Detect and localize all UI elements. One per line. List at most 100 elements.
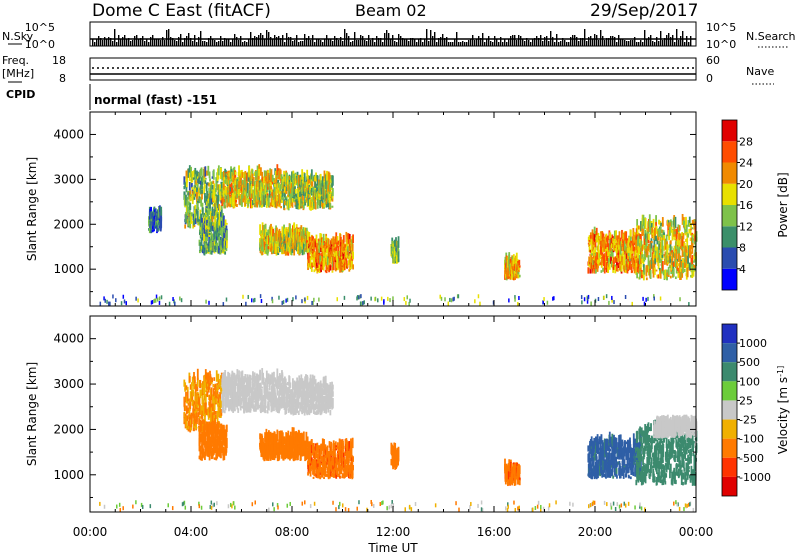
data-cell <box>211 185 214 190</box>
data-cell <box>197 393 200 396</box>
nsky-bar <box>572 35 574 46</box>
data-cell <box>193 371 195 380</box>
data-cell <box>293 222 296 234</box>
data-cell <box>196 199 199 210</box>
data-cell <box>201 410 204 420</box>
data-cell <box>268 183 271 192</box>
data-cell <box>312 187 315 190</box>
data-cell <box>218 214 221 221</box>
nsky-bar <box>190 38 192 46</box>
nsky-bar <box>610 36 612 46</box>
data-cell <box>287 227 290 238</box>
colorbar-tick-label: 4 <box>739 263 746 276</box>
nsky-bar <box>344 29 346 46</box>
data-cell <box>228 172 231 177</box>
data-cell <box>309 257 312 270</box>
data-cell <box>660 222 663 226</box>
ground-scatter-cell <box>180 298 183 303</box>
data-cell <box>687 233 689 238</box>
nsky-bar <box>438 38 440 46</box>
data-cell <box>277 379 280 386</box>
data-cell <box>276 164 279 176</box>
data-cell <box>282 197 285 200</box>
data-cell <box>323 190 326 196</box>
data-cell <box>293 392 296 404</box>
data-cell <box>212 384 215 388</box>
data-cell <box>203 390 206 401</box>
data-cell <box>311 176 314 182</box>
data-cell <box>196 192 198 203</box>
nsky-bar <box>568 42 570 46</box>
ground-scatter-cell <box>122 294 125 299</box>
data-cell <box>686 237 689 247</box>
ground-scatter-cell <box>552 296 554 301</box>
ground-scatter-cell <box>517 302 519 307</box>
data-cell <box>304 203 307 206</box>
nsky-bar <box>470 39 472 46</box>
data-cell <box>250 390 253 403</box>
ground-scatter-cell <box>546 300 549 305</box>
data-cell <box>316 175 319 186</box>
nsky-bar <box>672 35 674 46</box>
data-cell <box>268 205 271 208</box>
ground-scatter-cell <box>403 297 406 302</box>
nsky-bar <box>548 41 550 46</box>
data-cell <box>680 236 683 244</box>
data-cell <box>226 184 229 189</box>
nsky-bar <box>308 36 310 46</box>
ground-scatter-cell <box>172 297 174 302</box>
nsky-bar <box>608 38 610 46</box>
nsky-bar <box>376 36 378 46</box>
y-tick-label: 3000 <box>53 172 84 186</box>
nsky-bar <box>228 39 230 46</box>
data-cell <box>346 263 349 268</box>
data-cell <box>318 190 320 200</box>
nsky-bar <box>186 36 188 46</box>
data-cell <box>198 403 201 415</box>
data-cell <box>243 396 246 400</box>
data-cell <box>261 177 264 183</box>
data-cell <box>196 170 198 180</box>
nsky-bar <box>578 41 580 46</box>
data-cell <box>349 253 352 261</box>
nsky-bar <box>160 40 162 46</box>
data-cell <box>306 169 309 181</box>
data-cell <box>207 372 210 384</box>
data-cell <box>655 215 657 225</box>
data-cell <box>315 239 318 244</box>
data-cell <box>244 384 247 391</box>
data-cell <box>197 407 200 412</box>
data-cell <box>286 381 289 385</box>
data-cell <box>297 396 300 403</box>
data-cell <box>274 242 277 253</box>
data-cell <box>604 264 607 270</box>
nsky-bar <box>208 38 210 46</box>
data-cell <box>200 237 203 248</box>
data-cell <box>233 403 236 411</box>
data-cell <box>223 187 226 191</box>
data-cell <box>185 178 188 188</box>
data-cell <box>329 184 331 194</box>
data-cell <box>211 206 214 217</box>
data-cell <box>290 183 293 192</box>
nsky-bar <box>212 39 214 46</box>
nsky-bar <box>210 36 212 46</box>
nsky-top-label: 10^5 <box>25 21 55 34</box>
data-cell <box>220 220 223 228</box>
nsky-bottom-label: 10^0 <box>25 38 55 51</box>
y-tick-label: 1000 <box>53 262 84 276</box>
data-cell <box>236 203 238 207</box>
data-cell <box>321 196 324 205</box>
data-cell <box>596 235 599 242</box>
data-cell <box>518 274 521 278</box>
data-cell <box>684 250 687 262</box>
data-cell <box>271 181 274 185</box>
data-cell <box>243 175 245 180</box>
ground-scatter-cell <box>150 300 153 305</box>
data-cell <box>623 265 626 273</box>
colorbar-title: Power [dB] <box>776 172 790 237</box>
data-cell <box>231 372 234 381</box>
data-cell <box>219 400 222 408</box>
data-cell <box>619 252 622 262</box>
data-cell <box>222 372 225 381</box>
